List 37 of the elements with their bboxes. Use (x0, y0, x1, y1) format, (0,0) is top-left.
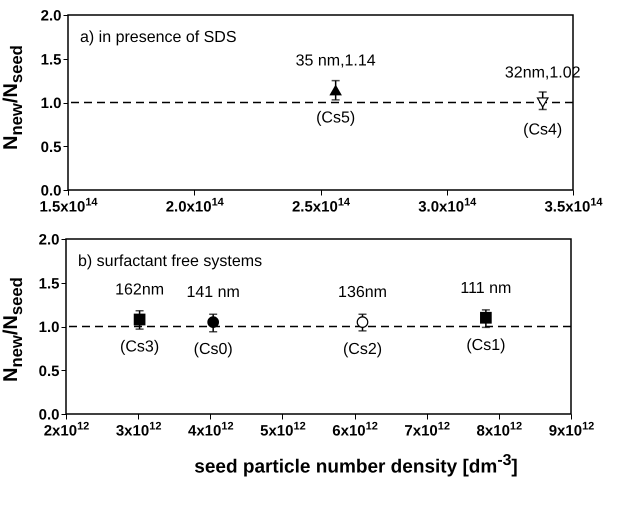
x-tick-label: 5x10$^{12}$ (260, 420, 306, 440)
x-tick-label: 3x10$^{12}$ (116, 420, 162, 440)
x-tick-label: 7x10$^{12}$ (404, 420, 450, 440)
x-axis-title: seed particle number density [dm$^{-3}$] (193, 452, 519, 478)
y-tick-label: 1.0 (40, 95, 62, 112)
x-tick-label: 2.0x10$^{14}$ (166, 196, 225, 216)
annotation: (Cs1) (466, 336, 506, 354)
annotation: 111 nm (460, 280, 512, 297)
y-tick-label: 0.5 (40, 138, 62, 156)
y-tick-label: 2.0 (40, 8, 62, 24)
annotation: (Cs2) (342, 341, 382, 358)
annotation: 136nm (338, 284, 387, 302)
x-tick-label: 9x10$^{12}$ (548, 420, 594, 440)
text: a) in presence of SDS (80, 29, 237, 46)
x-tick-label: 1.5x10$^{14}$ (39, 196, 98, 216)
x-tick-label: 8x10$^{12}$ (476, 420, 522, 440)
annotation: 35 nm,1.14 (296, 52, 376, 70)
y-tick-label: 0.0 (40, 182, 62, 200)
x-tick-label: 2.5x10$^{14}$ (292, 196, 351, 216)
annotation: (Cs0) (194, 341, 233, 358)
y-tick-label: 0.0 (38, 406, 60, 424)
y-tick-label: 1.0 (38, 319, 60, 336)
y-tick-label: 2.0 (38, 232, 60, 248)
annotation: 141 nm (186, 284, 240, 302)
x-tick-label: 3.0x10$^{14}$ (418, 196, 478, 216)
y-tick-label: 1.5 (38, 275, 60, 292)
annotation: (Cs5) (316, 109, 356, 126)
x-tick-label: 4x10$^{12}$ (188, 420, 234, 440)
x-tick-label: 2x10$^{12}$ (44, 420, 90, 440)
text: b) surfactant free systems (78, 253, 262, 270)
x-tick-label: 3.5x10$^{14}$ (544, 196, 604, 216)
annotation: (Cs4) (523, 122, 562, 138)
annotation: (Cs3) (120, 338, 160, 356)
y-tick-label: 0.5 (38, 362, 60, 380)
annotation: 162nm (115, 282, 164, 298)
y-tick-label: 1.5 (40, 51, 62, 68)
x-tick-label: 6x10$^{12}$ (332, 420, 378, 440)
